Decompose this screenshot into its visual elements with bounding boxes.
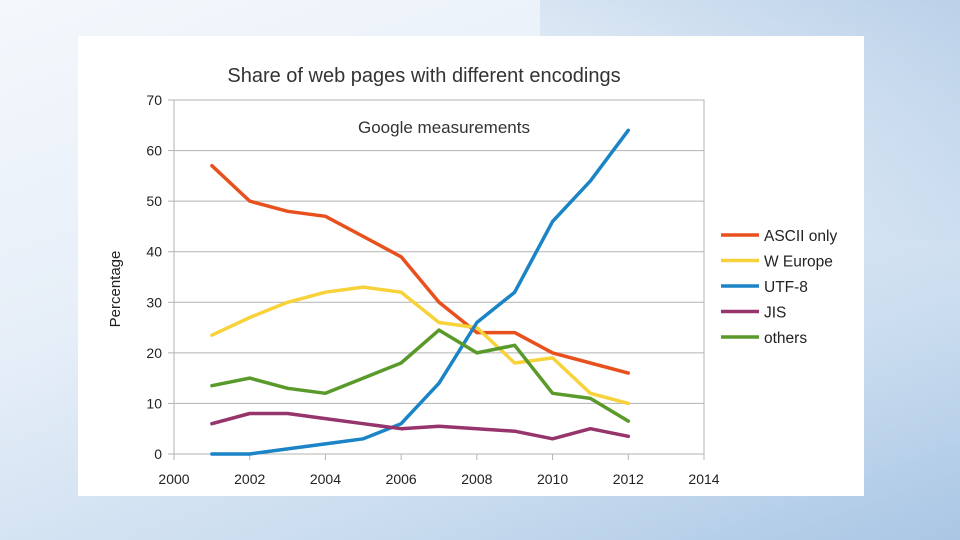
legend-label-ascii-only: ASCII only [764,228,837,245]
series-line-others [210,328,631,423]
y-tick-label-40: 40 [146,244,162,260]
legend-label-utf-8: UTF-8 [764,279,808,296]
series-line-jis [210,411,631,441]
y-tick-label-20: 20 [146,345,162,361]
y-tick-label-60: 60 [146,143,162,159]
x-tick-label-2000: 2000 [158,471,189,487]
legend-label-others: others [764,330,807,347]
legend: ASCII only W Europe UTF-8 JIS others [721,228,837,347]
series-line-w-europe [210,285,631,406]
y-tick-label-50: 50 [146,193,162,209]
x-tick-label-2010: 2010 [537,471,568,487]
y-tick-label-30: 30 [146,294,162,310]
line-chart: Share of web pages with different encodi… [107,65,837,487]
series-line-ascii-only [210,163,631,375]
x-tick-label-2006: 2006 [386,471,417,487]
series-line-utf-8 [210,128,631,456]
chart-annotation: Google measurements [358,118,530,137]
x-tick-label-2002: 2002 [234,471,265,487]
series-group [210,128,631,456]
x-tick-label-2014: 2014 [688,471,719,487]
x-tick-label-2008: 2008 [461,471,492,487]
legend-label-w-europe: W Europe [764,254,833,271]
grid: 0 10 20 30 40 50 60 70 2000 2002 2004 2006 2008 2010 2… [146,92,719,487]
y-axis-label: Percentage [107,251,124,328]
legend-label-jis: JIS [764,305,786,322]
y-tick-label-70: 70 [146,92,162,108]
y-tick-label-10: 10 [146,395,162,411]
chart-card: Share of web pages with different encodi… [78,36,864,496]
chart-title: Share of web pages with different encodi… [227,65,620,87]
x-tick-label-2004: 2004 [310,471,341,487]
x-tick-label-2012: 2012 [613,471,644,487]
y-tick-label-0: 0 [154,446,162,462]
